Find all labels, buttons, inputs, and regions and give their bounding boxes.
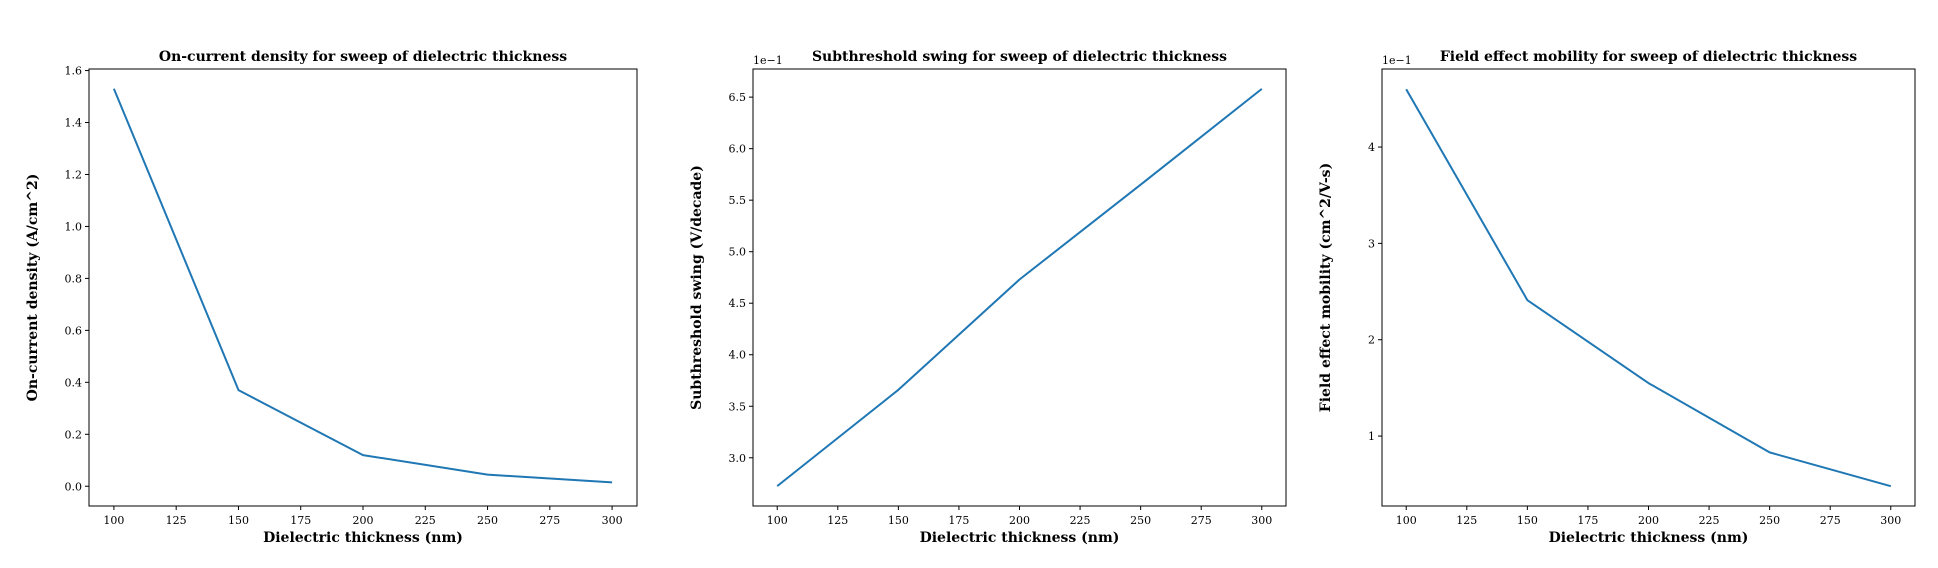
y-tick-label: 3.5 — [729, 400, 747, 413]
x-tick-label: 125 — [827, 514, 848, 527]
y-tick-label: 1.6 — [65, 65, 83, 78]
mobility-panel: 100 125 150 175 200 225 250 275 300 1 2 3 4 1e−1 Field… — [1318, 49, 1916, 546]
x-tick-label: 150 — [888, 514, 909, 527]
y-tick-label: 5.5 — [729, 194, 747, 207]
x-axis-label: Dielectric thickness (nm) — [263, 530, 463, 546]
x-tick-label: 200 — [353, 514, 374, 527]
y-tick-label: 0.4 — [65, 376, 83, 389]
x-tick-label: 125 — [1456, 514, 1477, 527]
series-line — [776, 88, 1263, 487]
x-tick-label: 300 — [1880, 514, 1901, 527]
x-tick-label: 100 — [1396, 514, 1417, 527]
y-tick-label: 0.8 — [65, 272, 83, 285]
y-axis-label: Field effect mobility (cm^2/V-s) — [1318, 163, 1334, 412]
x-tick-label: 300 — [1251, 514, 1272, 527]
x-tick-label: 150 — [228, 514, 249, 527]
y-offset-label: 1e−1 — [753, 54, 783, 67]
x-tick-label: 100 — [103, 514, 124, 527]
y-offset-label: 1e−1 — [1382, 54, 1412, 67]
y-axis-label: Subthreshold swing (V/decade) — [689, 165, 705, 410]
x-tick-label: 200 — [1009, 514, 1030, 527]
x-tick-label: 175 — [1577, 514, 1598, 527]
x-axis-label: Dielectric thickness (nm) — [920, 530, 1120, 546]
chart-title: Field effect mobility for sweep of diele… — [1440, 49, 1857, 65]
y-axis-label: On-current density (A/cm^2) — [25, 174, 41, 402]
x-tick-label: 175 — [948, 514, 969, 527]
y-tick-label: 6.0 — [729, 143, 747, 156]
x-tick-label: 200 — [1638, 514, 1659, 527]
current-density-panel: 100 125 150 175 200 225 250 275 300 0.0 0.2 0.4 0.6 0… — [25, 49, 638, 546]
x-tick-label: 225 — [1070, 514, 1091, 527]
subthreshold-swing-panel: 100 125 150 175 200 225 250 275 300 3.0 3.5 4.0 4.5 5… — [689, 49, 1287, 546]
x-axis-label: Dielectric thickness (nm) — [1549, 530, 1749, 546]
x-tick-label: 225 — [1699, 514, 1720, 527]
y-tick-label: 2 — [1368, 334, 1375, 347]
plot-frame — [88, 68, 638, 507]
x-tick-label: 100 — [767, 514, 788, 527]
plot-frame — [1381, 68, 1916, 507]
y-tick-label: 4 — [1368, 141, 1375, 154]
x-tick-label: 150 — [1517, 514, 1538, 527]
series-line — [1405, 88, 1892, 488]
y-tick-label: 4.0 — [729, 349, 747, 362]
x-tick-label: 275 — [1191, 514, 1212, 527]
x-tick-label: 125 — [166, 514, 187, 527]
x-tick-label: 250 — [477, 514, 498, 527]
x-tick-label: 250 — [1130, 514, 1151, 527]
x-tick-label: 300 — [602, 514, 623, 527]
y-tick-label: 1 — [1368, 430, 1375, 443]
y-tick-label: 4.5 — [729, 297, 747, 310]
x-tick-label: 275 — [1820, 514, 1841, 527]
y-tick-label: 0.2 — [65, 428, 83, 441]
y-tick-label: 3.0 — [729, 452, 747, 465]
y-tick-label: 1.2 — [65, 168, 83, 181]
y-tick-label: 1.0 — [65, 220, 83, 233]
y-tick-label: 5.0 — [729, 246, 747, 259]
chart-title: On-current density for sweep of dielectr… — [159, 49, 567, 65]
x-tick-label: 175 — [290, 514, 311, 527]
x-tick-label: 275 — [539, 514, 560, 527]
plot-frame — [752, 68, 1287, 507]
chart-title: Subthreshold swing for sweep of dielectr… — [812, 49, 1227, 65]
x-tick-label: 250 — [1759, 514, 1780, 527]
y-tick-label: 3 — [1368, 237, 1375, 250]
y-tick-label: 1.4 — [65, 117, 83, 130]
x-tick-label: 225 — [415, 514, 436, 527]
y-tick-label: 0.6 — [65, 324, 83, 337]
y-tick-label: 0.0 — [65, 480, 83, 493]
series-line — [112, 88, 613, 484]
y-tick-label: 6.5 — [729, 91, 747, 104]
